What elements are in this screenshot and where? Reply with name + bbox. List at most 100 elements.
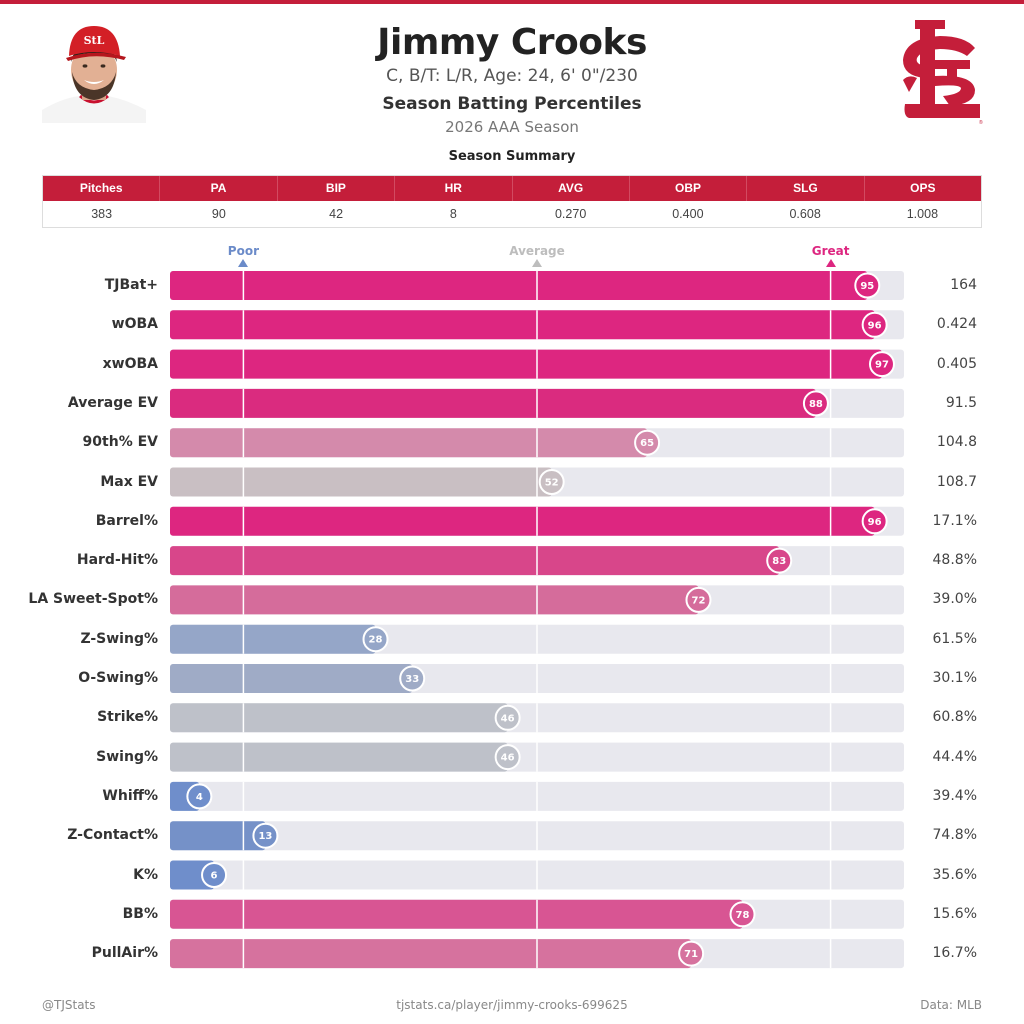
percentile-badge: [399, 665, 426, 692]
metric-value: 44.4%: [932, 748, 977, 765]
bar-fill: [170, 939, 692, 969]
summary-value-cell: 0.608: [746, 201, 864, 227]
percentile-badge: [868, 351, 895, 378]
summary-value-cell: 383: [43, 201, 161, 227]
summary-value-cell: 90: [160, 201, 278, 227]
bar-fill: [170, 860, 215, 890]
bar-fill: [170, 624, 376, 654]
summary-header-cell: BIP: [277, 176, 396, 201]
metric-label: Z-Contact%: [67, 827, 158, 844]
bar-fill: [170, 585, 699, 615]
summary-header-cell: PA: [160, 176, 278, 201]
metric-value: 74.8%: [932, 827, 977, 844]
percentile-badge: [494, 744, 521, 771]
metric-value: 39.0%: [932, 591, 977, 608]
metric-value: 16.7%: [932, 945, 977, 962]
bar-fill: [170, 271, 868, 300]
percentile-badge-label: 65: [640, 438, 654, 449]
svg-text:StL: StL: [84, 34, 105, 47]
percentile-badge-label: 52: [545, 478, 559, 489]
metric-value: 39.4%: [932, 787, 977, 804]
summary-header-cell: AVG: [512, 176, 630, 201]
bar-fill: [170, 664, 413, 693]
summary-header-row: Pitches PA BIP HR AVG OBP SLG OPS: [43, 176, 981, 201]
metric-label: BB%: [122, 905, 158, 922]
percentile-badge-label: 72: [692, 595, 706, 606]
summary-value-cell: 42: [277, 201, 395, 227]
percentile-badge: [802, 390, 829, 417]
metric-value: 48.8%: [932, 552, 977, 569]
summary-header-cell: Pitches: [43, 176, 161, 201]
stl-cardinals-logo-icon: ®: [895, 18, 985, 126]
percentile-badge-label: 71: [684, 949, 698, 960]
percentile-badge-label: 83: [772, 556, 786, 567]
summary-header-cell: HR: [395, 176, 513, 201]
percentile-badge: [201, 862, 228, 888]
percentile-chart: 95 96 97 88 65 52 96 83 72 28 33 46 46 4 13 6 78 71 Poor A…: [0, 238, 1024, 978]
metric-label: wOBA: [111, 316, 158, 333]
summary-header-cell: SLG: [747, 176, 865, 201]
metric-label: xwOBA: [102, 355, 158, 372]
bar-fill: [170, 388, 816, 418]
summary-value-cell: 0.270: [512, 201, 630, 227]
summary-value-cell: 0.400: [629, 201, 747, 227]
metric-label: K%: [133, 866, 158, 883]
metric-label: PullAir%: [91, 945, 158, 962]
metric-value: 61.5%: [932, 630, 977, 647]
percentile-badge-label: 46: [501, 713, 515, 724]
metric-label: Hard-Hit%: [76, 552, 158, 569]
top-accent-bar: [0, 0, 1024, 4]
percentile-badge-label: 96: [868, 320, 882, 331]
summary-title: Season Summary: [448, 149, 576, 164]
metric-value: 60.8%: [932, 709, 977, 726]
percentile-badge: [252, 822, 279, 849]
percentile-badge-label: 95: [860, 281, 874, 292]
metric-label: TJBat+: [104, 277, 158, 293]
percentile-badge: [729, 901, 756, 928]
reference-marker-label: Great: [811, 244, 850, 258]
metric-value: 35.6%: [932, 866, 977, 883]
percentile-badge-label: 4: [196, 792, 203, 803]
metric-label: Strike%: [97, 709, 158, 726]
metric-value: 0.424: [936, 316, 977, 333]
percentile-badge-label: 96: [868, 517, 882, 528]
metric-label: Z-Swing%: [80, 630, 158, 647]
bar-fill: [170, 899, 743, 929]
metric-value: 30.1%: [932, 670, 977, 686]
metric-label: Whiff%: [102, 787, 158, 804]
summary-header-cell: OBP: [629, 176, 748, 201]
metric-value: 108.7: [936, 473, 977, 490]
metric-value: 164: [950, 277, 977, 293]
bar-fill: [170, 703, 508, 733]
metric-value: 91.5: [945, 394, 977, 411]
metric-label: Barrel%: [95, 512, 158, 529]
summary-header-cell: OPS: [864, 176, 981, 201]
reference-marker-label: Poor: [227, 244, 259, 258]
metric-value: 0.405: [936, 355, 977, 372]
season-summary-table: Pitches PA BIP HR AVG OBP SLG OPS 383 90…: [42, 175, 982, 228]
percentile-badge-label: 78: [736, 910, 750, 921]
percentile-badge: [186, 783, 213, 810]
bar-fill: [170, 349, 882, 379]
metric-label: Average EV: [67, 394, 158, 411]
percentile-badge: [685, 586, 712, 613]
summary-value-cell: 8: [394, 201, 512, 227]
bar-fill: [170, 467, 552, 497]
percentile-badge-label: 88: [809, 399, 823, 410]
percentile-badge-label: 28: [369, 635, 383, 646]
bar-fill: [170, 821, 266, 851]
player-bio: C, B/T: L/R, Age: 24, 6' 0"/230: [386, 66, 638, 86]
bar-fill: [170, 742, 508, 772]
percentile-badge: [861, 508, 888, 535]
summary-value-row: 383 90 42 8 0.270 0.400 0.608 1.008: [43, 201, 981, 227]
percentile-badge: [362, 626, 389, 653]
percentile-badge-label: 97: [875, 360, 889, 371]
metric-value: 104.8: [936, 434, 977, 451]
footer-url[interactable]: tjstats.ca/player/jimmy-crooks-699625: [396, 998, 628, 1012]
metric-value: 15.6%: [932, 905, 977, 922]
footer-handle: @TJStats: [42, 998, 96, 1012]
percentile-badge: [854, 272, 881, 299]
percentile-badge: [538, 469, 565, 495]
reference-marker-triangle-icon: [532, 259, 542, 267]
percentile-badge: [678, 940, 705, 967]
